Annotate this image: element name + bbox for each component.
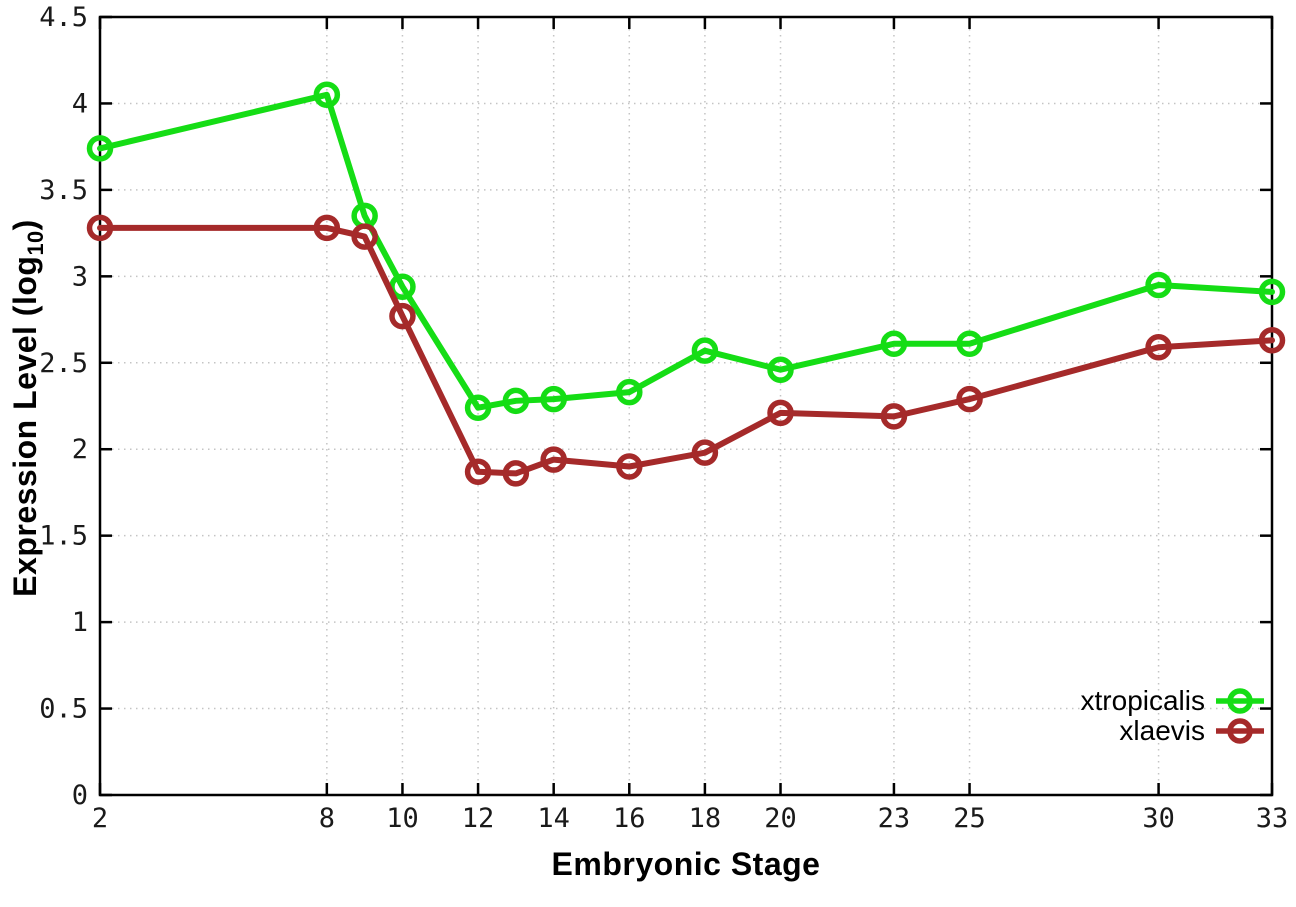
y-axis-title-subscript: 10 [23,230,49,256]
data-point-xtropicalis [616,378,643,406]
data-point-xlaevis [880,403,908,430]
data-point-xtropicalis [956,330,983,358]
x-axis-title: Embryonic Stage [551,846,821,882]
data-point-xtropicalis [540,385,567,413]
legend-marker-xlaevis-icon [1216,718,1264,744]
data-point-xtropicalis [1258,278,1286,306]
data-point-xtropicalis [767,356,794,383]
y-tick-label: 1 [72,607,88,638]
x-tick-label: 8 [319,803,335,834]
data-point-xlaevis [616,453,643,480]
plot-border [98,15,1274,797]
y-tick-label: 4 [72,88,88,119]
data-point-xlaevis [1258,327,1286,354]
x-tick-label: 2 [92,803,108,834]
x-tick-label: 23 [878,803,911,834]
y-tick-label: 0.5 [39,694,88,725]
series-line-xtropicalis [97,91,1275,411]
x-tick-label: 30 [1142,803,1175,834]
data-point-xlaevis [502,460,530,487]
data-point-xtropicalis [313,81,341,109]
data-point-xtropicalis [1145,271,1172,299]
data-point-xlaevis [313,214,341,242]
y-tick-label: 3.5 [39,175,88,206]
y-tick-label: 4.5 [39,2,88,33]
data-point-xtropicalis [691,337,719,364]
x-tick-label: 14 [537,803,570,834]
data-point-xlaevis [767,399,794,427]
data-point-xlaevis [691,439,719,466]
data-point-xlaevis [464,458,492,485]
legend-entry-xtropicalis: xtropicalis [1080,685,1265,716]
legend: xtropicalis xlaevis [1080,685,1265,746]
data-point-xlaevis [351,223,378,250]
legend-entry-xlaevis: xlaevis [1119,715,1265,746]
y-axis-title-text: Expression Level (log [6,255,43,597]
y-tick-label: 1.5 [39,521,88,552]
legend-label-xtropicalis: xtropicalis [1080,685,1205,716]
data-point-xlaevis [1145,333,1172,361]
data-point-xlaevis [540,446,567,473]
y-axis-title-suffix: ) [6,219,43,231]
y-tick-label: 3 [72,261,88,292]
y-tick-label: 0 [72,780,88,811]
data-point-xtropicalis [502,387,530,415]
y-axis-title: Expression Level (log10) [7,219,49,597]
data-point-xtropicalis [389,273,416,300]
data-point-xtropicalis [86,135,114,162]
y-tick-label: 2.5 [39,348,88,379]
y-tick-label: 2 [72,434,88,465]
data-point-xlaevis [956,385,983,413]
legend-marker-xtropicalis-icon [1216,688,1264,714]
x-tick-label: 16 [613,803,646,834]
x-tick-label: 33 [1256,803,1289,834]
series-line-xlaevis [97,224,1275,477]
x-tick-label: 18 [689,803,722,834]
x-tick-label: 20 [764,803,797,834]
data-point-xtropicalis [464,394,492,421]
data-point-xlaevis [389,302,416,330]
data-point-xtropicalis [880,330,908,358]
x-tick-label: 12 [462,803,495,834]
x-tick-label: 10 [386,803,419,834]
x-tick-label: 25 [953,803,986,834]
legend-label-xlaevis: xlaevis [1119,715,1205,746]
data-point-xlaevis [86,214,114,242]
